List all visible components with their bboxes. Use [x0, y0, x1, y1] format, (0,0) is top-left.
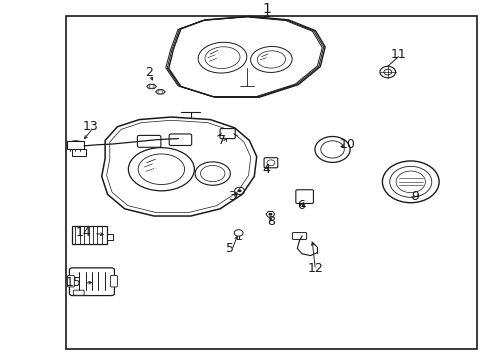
Text: 7: 7 — [218, 134, 226, 147]
Text: 1: 1 — [262, 2, 270, 16]
FancyBboxPatch shape — [72, 226, 107, 244]
FancyBboxPatch shape — [67, 141, 84, 149]
FancyBboxPatch shape — [67, 275, 74, 287]
Text: 15: 15 — [65, 276, 81, 289]
Circle shape — [237, 189, 241, 192]
Text: 14: 14 — [75, 226, 91, 239]
FancyBboxPatch shape — [264, 158, 277, 168]
Text: 8: 8 — [267, 215, 275, 228]
Text: 6: 6 — [296, 199, 304, 212]
Text: 12: 12 — [307, 262, 323, 275]
Text: 10: 10 — [339, 138, 354, 150]
Circle shape — [149, 85, 154, 88]
Text: 9: 9 — [411, 190, 419, 203]
FancyBboxPatch shape — [220, 129, 235, 139]
Bar — [66, 16, 476, 349]
FancyBboxPatch shape — [295, 190, 313, 203]
Text: 11: 11 — [390, 48, 406, 60]
FancyBboxPatch shape — [72, 149, 86, 156]
FancyBboxPatch shape — [73, 290, 84, 295]
Text: 5: 5 — [225, 242, 233, 255]
FancyBboxPatch shape — [69, 268, 114, 296]
Text: 13: 13 — [82, 120, 98, 132]
FancyBboxPatch shape — [292, 233, 306, 239]
Text: 3: 3 — [228, 190, 236, 203]
Circle shape — [268, 213, 272, 216]
FancyBboxPatch shape — [169, 134, 191, 145]
FancyBboxPatch shape — [137, 135, 161, 147]
FancyBboxPatch shape — [110, 275, 117, 287]
Text: 2: 2 — [145, 66, 153, 78]
Text: 4: 4 — [262, 163, 270, 176]
FancyBboxPatch shape — [107, 234, 113, 240]
Circle shape — [158, 90, 163, 94]
